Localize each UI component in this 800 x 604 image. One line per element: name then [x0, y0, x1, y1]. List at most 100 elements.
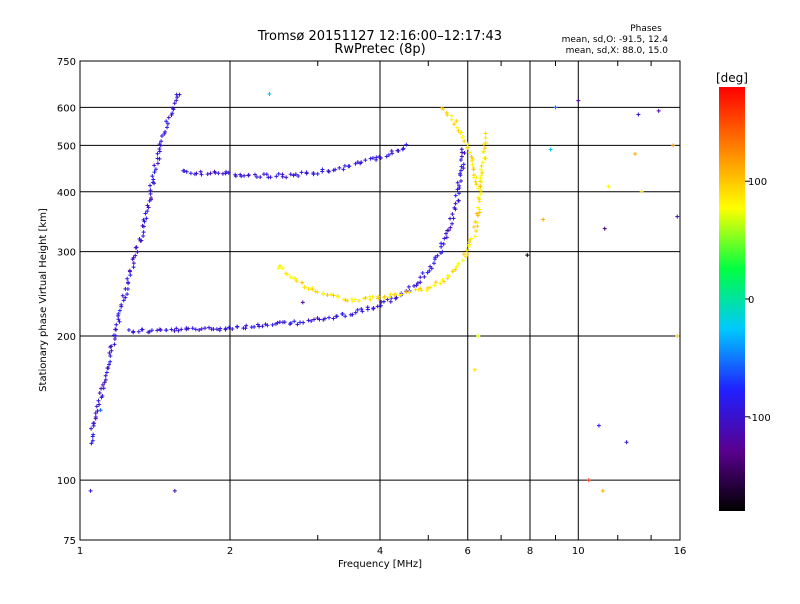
echo-point [117, 319, 122, 324]
echo-point [170, 111, 175, 116]
echo-point [394, 295, 399, 300]
echo-point [172, 488, 177, 493]
echo-point [450, 221, 455, 226]
echo-point [147, 329, 152, 334]
x-axis-label: Frequency [MHz] [338, 559, 422, 570]
echo-point [120, 293, 125, 298]
echo-point [186, 326, 191, 331]
echo-point [378, 156, 383, 161]
echo-point [431, 261, 436, 266]
echo-point [137, 237, 142, 242]
echo-point [95, 409, 100, 414]
echo-point [111, 333, 116, 338]
echo-point [473, 179, 478, 184]
echo-point [123, 295, 128, 300]
echo-point [109, 344, 114, 349]
echo-point [116, 311, 121, 316]
echo-point [389, 148, 394, 153]
echo-point [300, 300, 305, 305]
echo-point [458, 171, 463, 176]
echo-point [636, 112, 641, 117]
echo-point [216, 171, 221, 176]
echo-point [170, 106, 175, 111]
echo-point [624, 440, 629, 445]
echo-point [152, 170, 157, 175]
echo-point [285, 272, 290, 277]
echo-point [459, 179, 464, 184]
echo-point [320, 169, 325, 174]
echo-point [172, 101, 177, 106]
echo-point [482, 156, 487, 161]
echo-point [235, 324, 240, 329]
echo-point [131, 330, 136, 335]
echo-point [445, 112, 450, 117]
echo-point [337, 165, 342, 170]
echo-point [275, 320, 280, 325]
echo-point [141, 230, 146, 235]
echo-point [295, 322, 300, 327]
echo-point [174, 326, 179, 331]
echo-point [179, 327, 184, 332]
echo-point [184, 326, 189, 331]
echo-point [375, 304, 380, 309]
echo-point [98, 408, 103, 413]
echo-point [459, 154, 464, 159]
echo-point [162, 131, 167, 136]
echo-point [163, 129, 168, 134]
echo-point [483, 131, 488, 136]
echo-point [368, 297, 373, 302]
echo-point [359, 160, 364, 165]
echo-point [112, 342, 117, 347]
echo-point [450, 269, 455, 274]
echo-point [148, 183, 153, 188]
echo-point [211, 327, 216, 332]
echo-point [92, 421, 97, 426]
echo-point [296, 173, 301, 178]
echo-point [457, 183, 462, 188]
echo-point [476, 195, 481, 200]
echo-point [150, 174, 155, 179]
echo-point [151, 177, 156, 182]
echo-point [454, 119, 459, 124]
echo-point [159, 139, 164, 144]
echo-point [288, 275, 293, 280]
echo-point [606, 184, 611, 189]
echo-point [97, 390, 102, 395]
echo-point [457, 191, 462, 196]
echo-point [121, 298, 126, 303]
echo-point [479, 173, 484, 178]
echo-point [349, 297, 354, 302]
echo-point [418, 280, 423, 285]
echo-point [140, 327, 145, 332]
echo-point [459, 164, 464, 169]
echo-point [149, 195, 154, 200]
echo-point [453, 267, 458, 272]
echo-point [596, 423, 601, 428]
echo-point [291, 173, 296, 178]
echo-point [149, 328, 154, 333]
colorbar-label: [deg] [716, 71, 748, 85]
echo-point [280, 172, 285, 177]
echo-point [451, 216, 456, 221]
echo-point [459, 147, 464, 152]
echo-point [190, 326, 195, 331]
echo-point [342, 163, 347, 168]
echo-point [103, 373, 108, 378]
colorbar-tick-label: 100 [748, 177, 767, 188]
data-points [88, 91, 680, 493]
echo-point [478, 176, 483, 181]
echo-point [325, 293, 330, 298]
echo-point [176, 328, 181, 333]
y-tick-label: 300 [57, 248, 76, 259]
echo-point [466, 145, 471, 150]
y-tick-label: 200 [57, 332, 76, 343]
echo-point [470, 158, 475, 163]
echo-point [89, 441, 94, 446]
echo-point [656, 108, 661, 113]
echo-point [288, 172, 293, 177]
echo-point [449, 113, 454, 118]
echo-point [233, 174, 238, 179]
echo-point [467, 240, 472, 245]
echo-point [471, 167, 476, 172]
echo-point [197, 327, 202, 332]
